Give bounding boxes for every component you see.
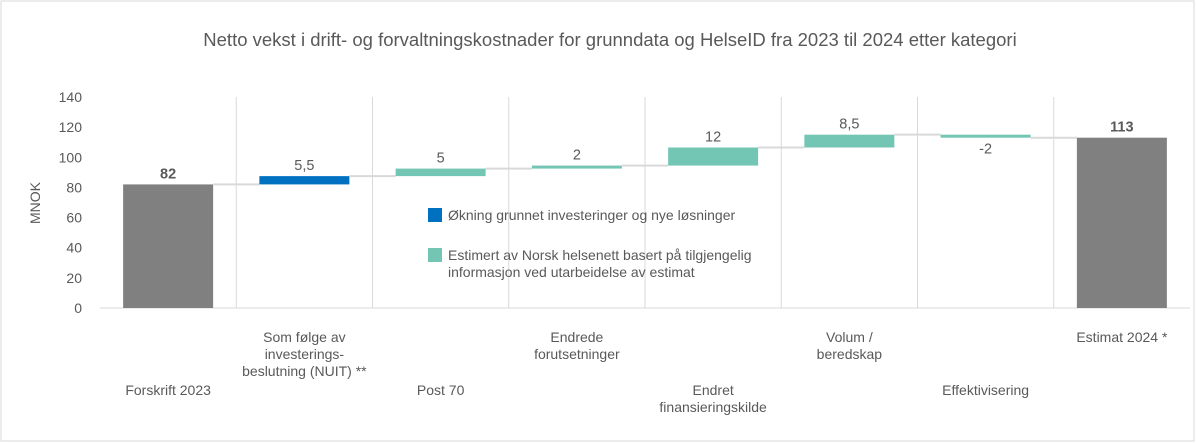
value-label: 82 (160, 166, 176, 182)
bar (940, 134, 1031, 138)
bar (395, 168, 486, 177)
y-tick-label: 0 (74, 300, 82, 316)
x-tick-label-line: beredskap (817, 346, 883, 362)
value-label: 2 (573, 148, 581, 164)
x-tick-label-line: Som følge av (263, 329, 345, 345)
x-tick-label: Som følge av investerings-beslutning (NUI… (242, 329, 367, 379)
legend-label: informasjon ved utarbeidelse av estimat (448, 264, 695, 280)
value-label: 12 (705, 129, 721, 145)
bar (123, 184, 214, 308)
value-label: -2 (979, 142, 992, 158)
x-tick-label-line: forutsetninger (534, 346, 620, 362)
x-tick-label-line: beslutning (NUIT) ** (242, 363, 367, 379)
x-tick-label: Forskrift 2023 (125, 382, 211, 398)
y-tick-label: 80 (66, 179, 82, 195)
y-tick-label: 120 (59, 119, 83, 135)
x-tick-label-line: Estimat 2024 * (1076, 329, 1168, 345)
x-tick-label: Volum / beredskap (817, 329, 883, 362)
bar (668, 147, 759, 166)
x-tick-label: Endret finansieringskilde (659, 382, 767, 415)
legend-swatch (428, 248, 442, 262)
x-tick-label: Effektivisering (942, 382, 1029, 398)
y-tick-label: 20 (66, 270, 82, 286)
value-label: 5,5 (294, 158, 314, 174)
x-tick-label-line: Effektivisering (942, 382, 1029, 398)
legend-label: Estimert av Norsk helsenett basert på ti… (448, 247, 751, 263)
y-tick-label: 60 (66, 210, 82, 226)
x-tick-label: Endrede forutsetninger (534, 329, 620, 362)
x-tick-label-line: finansieringskilde (659, 399, 767, 415)
y-tick-label: 140 (59, 89, 83, 105)
value-label: 113 (1110, 120, 1133, 136)
bar (531, 165, 622, 169)
value-label: 5 (437, 151, 445, 167)
value-label: 8,5 (839, 117, 859, 133)
x-tick-label: Estimat 2024 * (1076, 329, 1168, 345)
bar (804, 134, 895, 148)
x-tick-label-line: Post 70 (417, 382, 465, 398)
x-tick-label: Post 70 (417, 382, 465, 398)
legend-label: Økning grunnet investeringer og nye løsn… (448, 207, 736, 223)
legend-swatch (428, 208, 442, 222)
bar (259, 176, 350, 185)
x-tick-label-line: Volum / (826, 329, 873, 345)
y-axis-label: MNOK (27, 181, 43, 224)
x-tick-label-line: Endrede (550, 329, 603, 345)
bar (1076, 137, 1167, 308)
chart-title: Netto vekst i drift- og forvaltningskost… (203, 29, 1016, 50)
x-tick-label-line: Forskrift 2023 (125, 382, 211, 398)
y-tick-label: 40 (66, 240, 82, 256)
x-tick-label-line: Endret (693, 382, 734, 398)
x-tick-label-line: investerings- (265, 346, 345, 362)
y-tick-label: 100 (59, 149, 83, 165)
